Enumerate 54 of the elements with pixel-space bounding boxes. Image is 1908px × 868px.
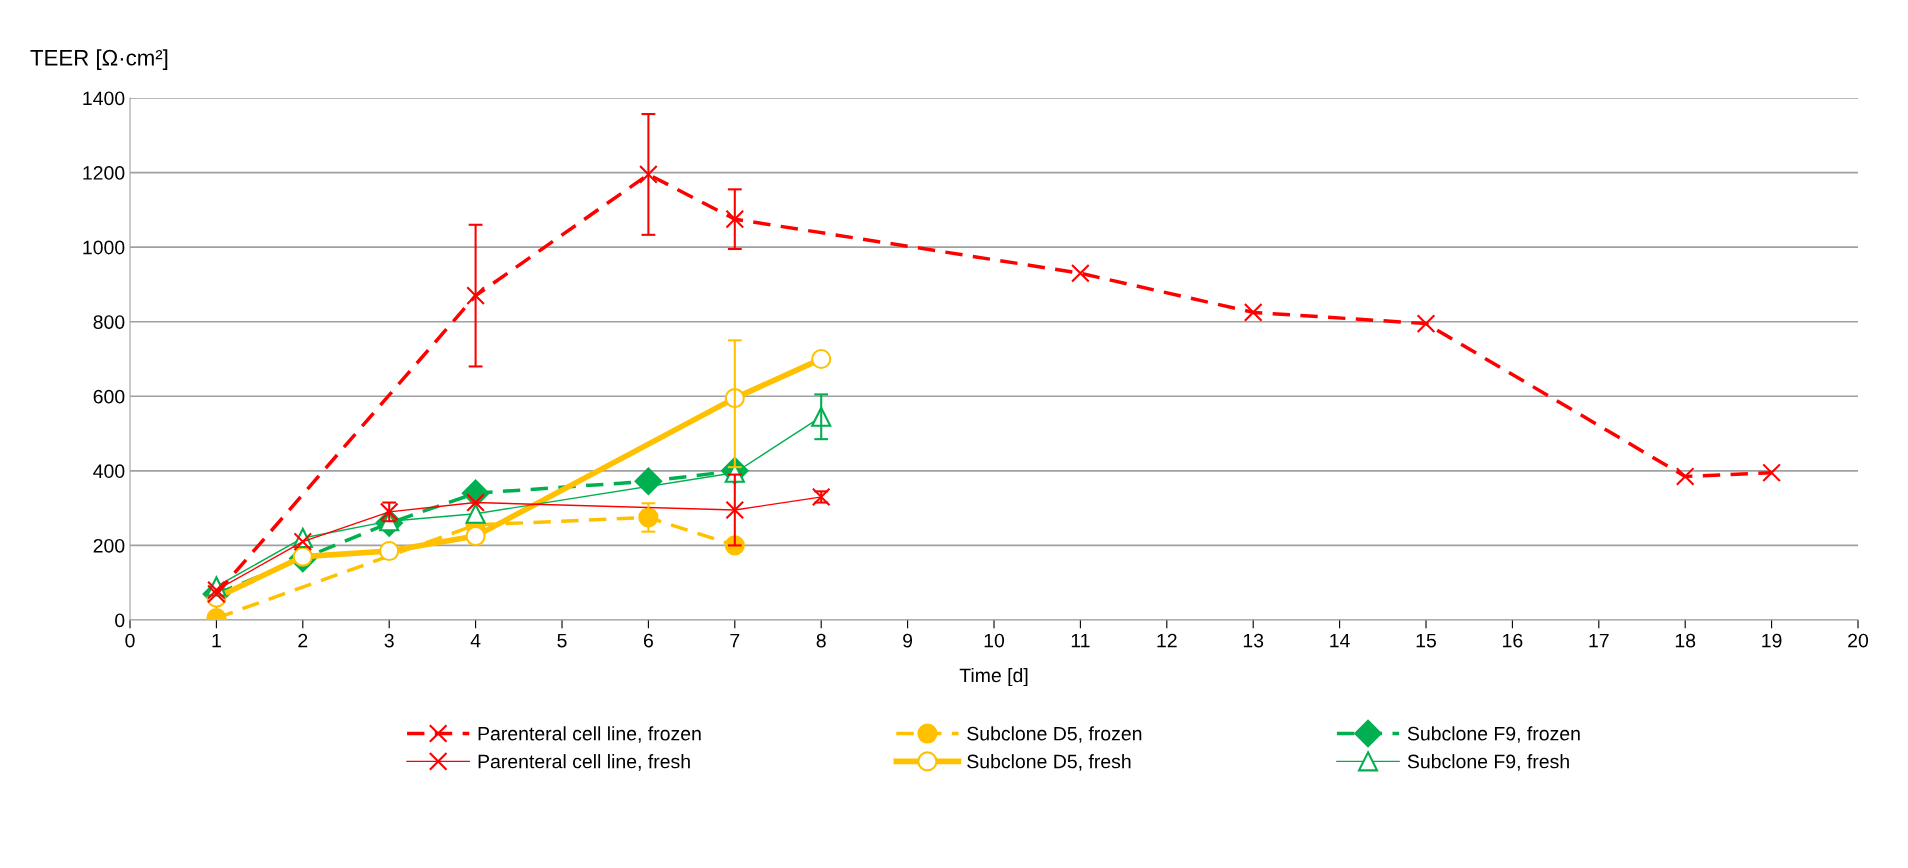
x-axis-title: Time [d] [959, 667, 1028, 687]
point [1071, 263, 1090, 283]
y-tick-label: 0 [115, 613, 125, 628]
x-tick-label: 7 [730, 633, 740, 648]
legend-label: Parenteral cell line, frozen [478, 726, 701, 743]
point [465, 503, 486, 524]
point [379, 540, 400, 562]
point [1675, 467, 1695, 486]
y-axis-title: TEER [Ω·cm²] [30, 49, 168, 70]
x-tick-label: 11 [1071, 633, 1090, 648]
x-tick-label: 18 [1675, 633, 1696, 648]
y-tick-label: 800 [93, 315, 125, 329]
x-tick-label: 1 [212, 633, 221, 648]
legend-label: Subclone D5, fresh [967, 754, 1131, 771]
point [466, 286, 485, 305]
y-tick-label: 1400 [83, 91, 125, 106]
x-tick-label: 17 [1589, 633, 1609, 648]
point [292, 546, 313, 567]
legend-label: Subclone F9, frozen [1407, 726, 1580, 743]
x-tick-label: 20 [1848, 633, 1869, 648]
point [466, 493, 485, 512]
point [465, 526, 486, 547]
x-tick-label: 15 [1416, 633, 1436, 648]
x-tick-label: 13 [1243, 633, 1264, 648]
x-tick-label: 0 [125, 633, 135, 648]
x-tick-label: 9 [903, 633, 913, 648]
legend-label: Subclone D5, frozen [967, 726, 1142, 743]
point [634, 467, 663, 496]
x-tick-label: 3 [384, 633, 394, 648]
point [811, 348, 832, 370]
x-tick-label: 6 [643, 633, 653, 648]
point [725, 209, 745, 229]
legend-label: Parenteral cell line, fresh [478, 754, 690, 771]
x-tick-label: 16 [1503, 633, 1523, 648]
x-tick-label: 19 [1762, 633, 1782, 648]
x-tick-label: 4 [470, 633, 481, 648]
point [293, 532, 313, 552]
x-tick-label: 2 [298, 633, 308, 648]
legend-label: Subclone F9, fresh [1407, 754, 1569, 771]
y-tick-label: 200 [93, 538, 125, 553]
point [639, 165, 658, 184]
point [725, 500, 745, 520]
y-tick-label: 1200 [83, 166, 125, 180]
x-tick-label: 12 [1157, 633, 1177, 648]
point [1416, 314, 1436, 333]
point [1243, 303, 1263, 322]
y-tick-label: 400 [93, 464, 125, 479]
y-tick-label: 1000 [83, 240, 125, 255]
x-tick-label: 14 [1330, 633, 1350, 648]
point [1762, 463, 1781, 483]
x-tick-label: 8 [816, 633, 826, 648]
y-tick-label: 600 [93, 389, 125, 404]
x-tick-label: 5 [557, 633, 567, 648]
x-tick-label: 10 [984, 633, 1005, 648]
